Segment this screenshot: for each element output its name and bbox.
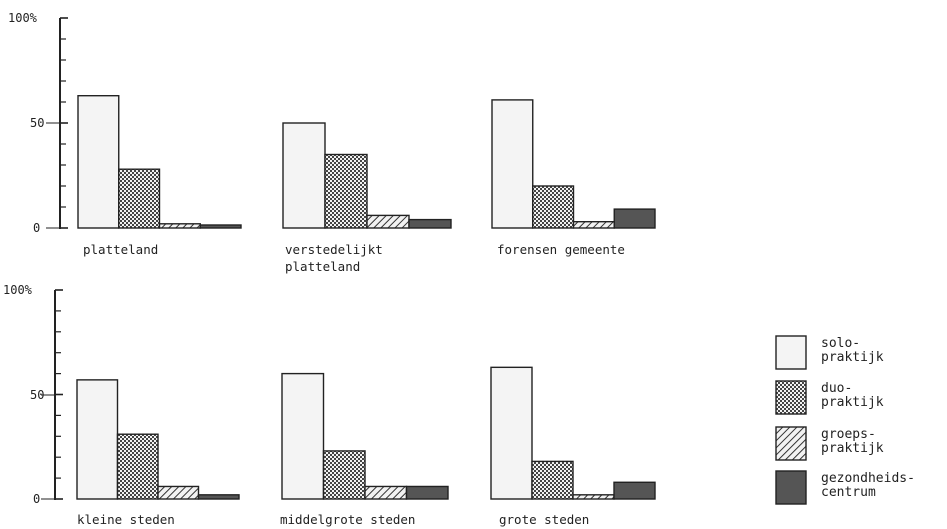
bar-groeps: [366, 214, 410, 229]
bar-gezond: [613, 481, 656, 500]
legend-label: duo-: [821, 381, 852, 396]
group-label: forensen gemeente: [497, 242, 625, 257]
bar-duo: [322, 450, 366, 500]
bar-group: verstedelijkt platteland: [282, 122, 452, 274]
legend-item: solo-praktijk: [775, 335, 884, 370]
legend-item: duo-praktijk: [775, 380, 884, 415]
bar-group: kleine steden: [76, 379, 240, 527]
bar-group: grote steden: [490, 366, 656, 527]
legend-label: praktijk: [821, 350, 884, 365]
panels-layer: 100% 50 0 platteland verstedelijkt platteland…: [3, 11, 656, 527]
group-label: grote steden: [499, 512, 589, 527]
bar-group: middelgrote steden: [280, 372, 449, 527]
bar-group: platteland: [77, 94, 242, 257]
bar-duo: [532, 185, 575, 229]
bar-duo: [116, 433, 159, 500]
legend-label: praktijk: [821, 395, 884, 410]
bar-solo: [490, 366, 533, 500]
y-axis: 100% 50 0: [8, 11, 68, 235]
group-label: platteland: [83, 242, 158, 257]
legend-label: praktijk: [821, 441, 884, 456]
group-label: verstedelijkt: [285, 242, 383, 257]
y-axis: 100% 50 0: [3, 283, 63, 506]
bar-gezond: [197, 494, 240, 500]
bar-solo: [282, 122, 326, 229]
y-tick-label: 50: [30, 388, 44, 402]
bar-gezond: [613, 208, 656, 229]
bar-groeps: [572, 494, 615, 500]
bar-solo: [491, 99, 534, 229]
y-tick-label: 100%: [3, 283, 33, 297]
group-label: platteland: [285, 259, 360, 274]
bar-gezond: [408, 218, 452, 229]
bar-gezond: [405, 485, 449, 500]
y-tick-label: 0: [33, 492, 40, 506]
bar-solo: [76, 379, 119, 500]
y-tick-label: 50: [30, 116, 44, 130]
group-label: kleine steden: [77, 512, 175, 527]
legend-swatch-gezond: [775, 470, 807, 505]
group-label: middelgrote steden: [280, 512, 415, 527]
legend-swatch-solo: [775, 335, 807, 370]
bar-groeps: [364, 485, 408, 500]
bar-duo: [531, 460, 574, 500]
legend-swatch-duo: [775, 380, 807, 415]
legend-label: groeps-: [821, 427, 876, 442]
legend-label: solo-: [821, 336, 860, 351]
bar-solo: [77, 94, 120, 229]
legend-item: gezondheids-centrum: [775, 470, 915, 505]
legend: solo-praktijkduo-praktijkgroeps-praktijk…: [775, 335, 915, 505]
bar-duo: [324, 153, 368, 229]
bar-group: forensen gemeente: [491, 99, 656, 257]
bar-groeps: [158, 223, 201, 229]
bar-groeps: [157, 485, 200, 500]
y-tick-label: 100%: [8, 11, 38, 25]
legend-item: groeps-praktijk: [775, 426, 884, 461]
y-tick-label: 0: [33, 221, 40, 235]
legend-swatch-groeps: [775, 426, 807, 461]
legend-label: centrum: [821, 485, 876, 500]
bar-groeps: [572, 220, 615, 229]
bar-duo: [118, 168, 161, 229]
bar-gezond: [199, 224, 242, 229]
legend-label: gezondheids-: [821, 471, 915, 486]
bar-solo: [281, 372, 325, 500]
